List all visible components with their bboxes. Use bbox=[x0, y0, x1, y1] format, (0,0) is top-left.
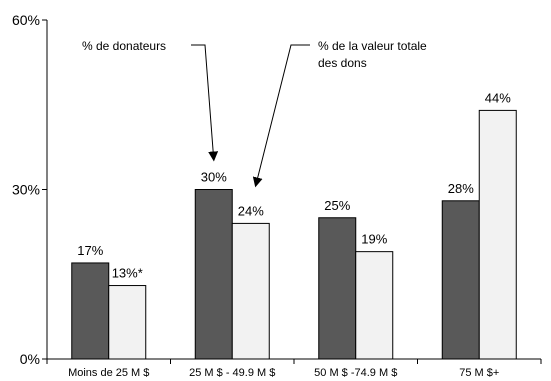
x-category-label: Moins de 25 M $ bbox=[68, 367, 149, 379]
y-tick-label: 0% bbox=[20, 351, 40, 367]
data-label: 17% bbox=[77, 243, 103, 258]
annotation-text: % de donateurs bbox=[82, 39, 166, 53]
x-category-label: 50 M $ -74.9 M $ bbox=[314, 367, 397, 379]
annotation-text: % de la valeur totale bbox=[318, 39, 427, 53]
data-label: 13%* bbox=[112, 266, 143, 281]
y-tick-label: 30% bbox=[12, 182, 40, 198]
data-label: 44% bbox=[485, 90, 511, 105]
bar bbox=[441, 200, 480, 360]
data-label: 25% bbox=[324, 198, 350, 213]
bar bbox=[71, 262, 110, 360]
data-label: 30% bbox=[201, 170, 227, 185]
annotation-arrow bbox=[191, 44, 219, 162]
annotation-text: des dons bbox=[318, 56, 367, 70]
data-label: 24% bbox=[238, 203, 264, 218]
annotation-arrow bbox=[252, 44, 310, 188]
x-category-label: 75 M $+ bbox=[459, 367, 499, 379]
bar bbox=[478, 109, 517, 360]
bar bbox=[231, 222, 270, 360]
data-label: 19% bbox=[361, 232, 387, 247]
y-tick-label: 60% bbox=[12, 12, 40, 28]
x-category-label: 25 M $ - 49.9 M $ bbox=[189, 367, 275, 379]
bar bbox=[194, 189, 233, 360]
bar bbox=[318, 217, 357, 360]
bar bbox=[355, 251, 394, 360]
bar bbox=[108, 285, 147, 360]
data-label: 28% bbox=[448, 181, 474, 196]
